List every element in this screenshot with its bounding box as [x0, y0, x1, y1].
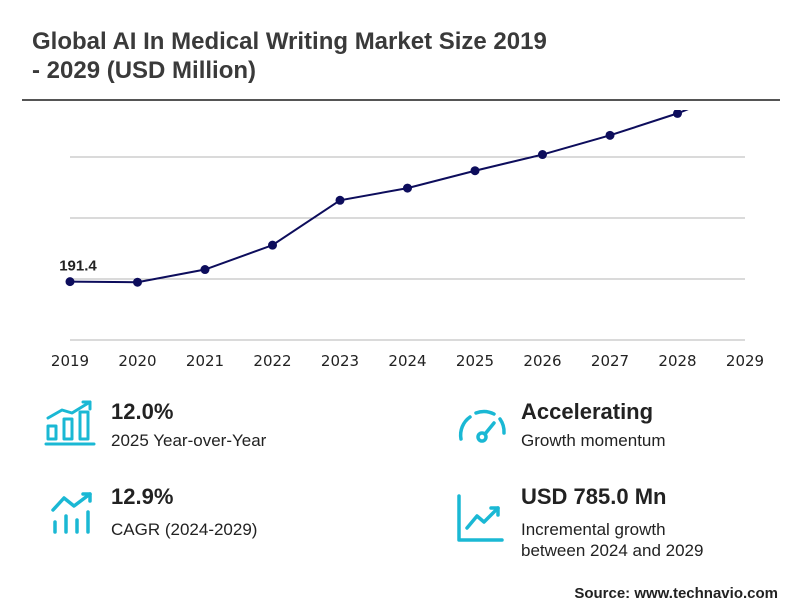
x-tick-label: 2023: [321, 352, 359, 370]
data-point: [403, 183, 412, 193]
x-tick-label: 2020: [118, 352, 156, 370]
stat-yoy-label: 2025 Year-over-Year: [111, 431, 267, 450]
x-tick-label: 2026: [523, 352, 561, 370]
source-credit: Source: www.technavio.com: [574, 585, 778, 602]
data-point: [133, 277, 142, 287]
stat-incremental-label: Incremental growth between 2024 and 2029: [521, 519, 703, 561]
stat-momentum-label: Growth momentum: [521, 431, 666, 450]
data-point: [200, 265, 210, 275]
stat-yoy-value: 12.0%: [111, 399, 174, 424]
data-label: 191.4: [59, 258, 97, 275]
x-tick-label: 2025: [456, 352, 494, 370]
data-point: [673, 110, 682, 118]
speedometer-icon: [458, 409, 506, 443]
stat-cagr-value: 12.9%: [111, 484, 174, 509]
x-tick-label: 2024: [388, 352, 426, 370]
data-point: [538, 150, 547, 160]
x-tick-label: 2021: [186, 352, 224, 370]
stat-momentum-value: Accelerating: [521, 399, 654, 424]
data-point: [470, 166, 480, 176]
x-tick-label: 2022: [253, 352, 291, 370]
data-point: [335, 195, 345, 205]
series-line: [69, 110, 689, 284]
stat-cagr-label: CAGR (2024-2029): [111, 520, 258, 539]
data-point: [65, 277, 75, 287]
stat-incremental-value: USD 785.0 Mn: [521, 484, 667, 509]
bar-chart-growth-icon: [44, 400, 96, 446]
chart-title: Global AI In Medical Writing Market Size…: [32, 27, 652, 85]
x-tick-label: 2027: [591, 352, 629, 370]
x-tick-label: 2028: [658, 352, 696, 370]
title-line-1: Global AI In Medical Writing Market Size…: [32, 28, 547, 55]
data-point: [268, 240, 277, 250]
title-divider: [22, 99, 780, 101]
stat-incremental-label-line-2: between 2024 and 2029: [521, 541, 704, 560]
x-tick-label: 2019: [51, 352, 89, 370]
title-line-2: - 2029 (USD Million): [32, 57, 257, 84]
x-tick-label: 2029: [726, 352, 764, 370]
stat-incremental-label-line-1: Incremental growth: [521, 520, 666, 539]
data-point: [605, 130, 615, 140]
line-growth-icon: [457, 494, 504, 542]
trend-bars-icon: [51, 492, 92, 534]
line-chart: 2019 2020 2021 2022 2023 2024 2025 2026 2027 2028…: [51, 110, 764, 370]
